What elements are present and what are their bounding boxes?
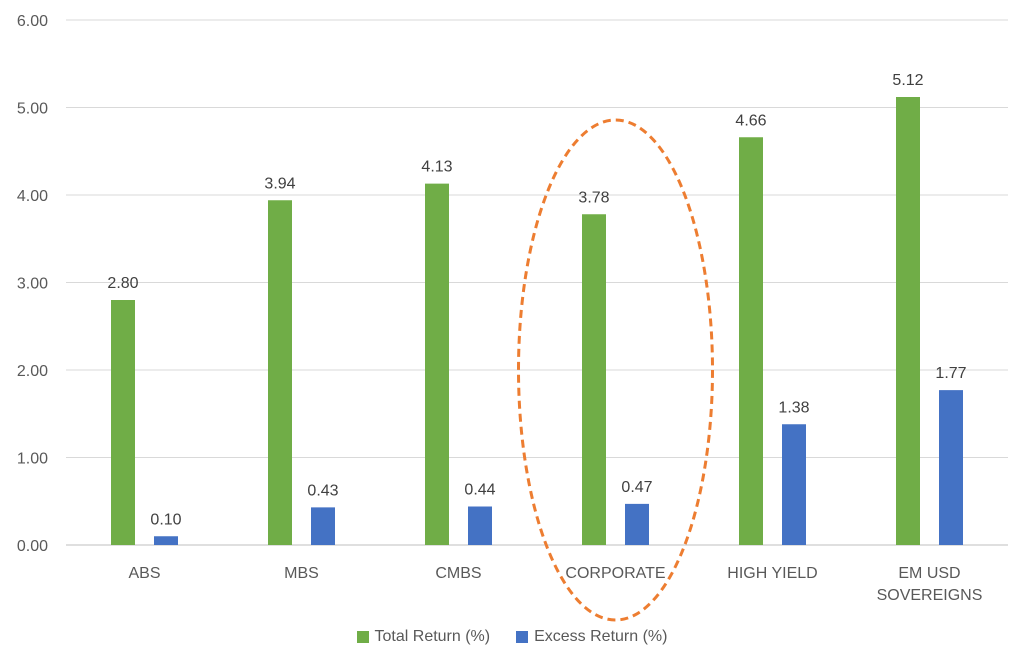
y-tick-label: 4.00 <box>17 188 48 205</box>
y-tick-label: 6.00 <box>17 13 48 30</box>
data-label-total-return: 5.12 <box>892 72 923 89</box>
data-label-excess-return: 0.44 <box>464 482 495 499</box>
data-label-excess-return: 1.38 <box>778 399 809 416</box>
x-tick-label: MBS <box>284 565 319 582</box>
data-label-excess-return: 0.10 <box>150 511 181 528</box>
x-tick-label-line: MBS <box>284 565 319 582</box>
data-label-total-return: 2.80 <box>107 275 138 292</box>
y-axis: 0.00 1.00 2.00 3.00 4.00 5.00 6.00 <box>17 13 48 555</box>
legend-swatch-excess-return <box>516 631 529 643</box>
y-tick-label: 3.00 <box>17 276 48 293</box>
x-tick-label-line: SOVEREIGNS <box>877 587 983 604</box>
bars <box>111 97 963 545</box>
data-label-total-return: 4.66 <box>735 112 766 129</box>
data-label-total-return: 3.78 <box>578 189 609 206</box>
data-labels: 2.80 0.10 3.94 0.43 4.13 0.44 3.78 0.47 4.66 1.38… <box>107 72 966 528</box>
y-tick-label: 1.00 <box>17 451 48 468</box>
bar-excess-return <box>468 506 492 545</box>
bar-excess-return <box>625 503 649 545</box>
highlight-ellipse-shape <box>517 118 714 622</box>
data-label-excess-return: 0.47 <box>621 479 652 496</box>
bar-total-return <box>582 214 606 545</box>
data-label-total-return: 3.94 <box>264 175 295 192</box>
bar-excess-return <box>311 507 335 545</box>
legend-label-total-return: Total Return (%) <box>374 628 491 645</box>
x-tick-label: ABS <box>128 565 160 582</box>
bar-excess-return <box>154 536 178 545</box>
x-tick-label-line: CORPORATE <box>565 565 665 582</box>
bar-excess-return <box>782 424 806 545</box>
bar-total-return <box>896 97 920 545</box>
bar-total-return <box>268 200 292 545</box>
y-tick-label: 2.00 <box>17 363 48 380</box>
data-label-total-return: 4.13 <box>421 159 452 176</box>
x-tick-label: CORPORATE <box>565 565 665 582</box>
x-tick-label-line: HIGH YIELD <box>727 565 817 582</box>
legend-item-excess-return: Excess Return (%) <box>516 628 667 646</box>
x-tick-label: HIGH YIELD <box>727 565 817 582</box>
y-tick-label: 0.00 <box>17 538 48 555</box>
bar-excess-return <box>939 390 963 545</box>
highlight-ellipse <box>517 118 714 622</box>
bar-total-return <box>425 183 449 545</box>
x-tick-label-line: ABS <box>128 565 160 582</box>
bar-total-return <box>111 300 135 545</box>
x-tick-label: CMBS <box>435 565 481 582</box>
bar-total-return <box>739 137 763 545</box>
legend: Total Return (%) Excess Return (%) <box>0 628 1024 646</box>
x-axis: ABS MBS CMBS CORPORATE HIGH YIELD EM USD SOVER… <box>128 565 982 604</box>
y-tick-label: 5.00 <box>17 101 48 118</box>
legend-swatch-total-return <box>356 631 369 643</box>
data-label-excess-return: 1.77 <box>935 365 966 382</box>
legend-label-excess-return: Excess Return (%) <box>534 628 668 645</box>
x-tick-label-line: CMBS <box>435 565 481 582</box>
legend-item-total-return: Total Return (%) <box>356 628 491 646</box>
gridlines <box>66 19 1008 546</box>
x-tick-label: EM USD SOVEREIGNS <box>877 565 983 604</box>
x-tick-label-line: EM USD <box>898 565 960 582</box>
data-label-excess-return: 0.43 <box>307 482 338 499</box>
